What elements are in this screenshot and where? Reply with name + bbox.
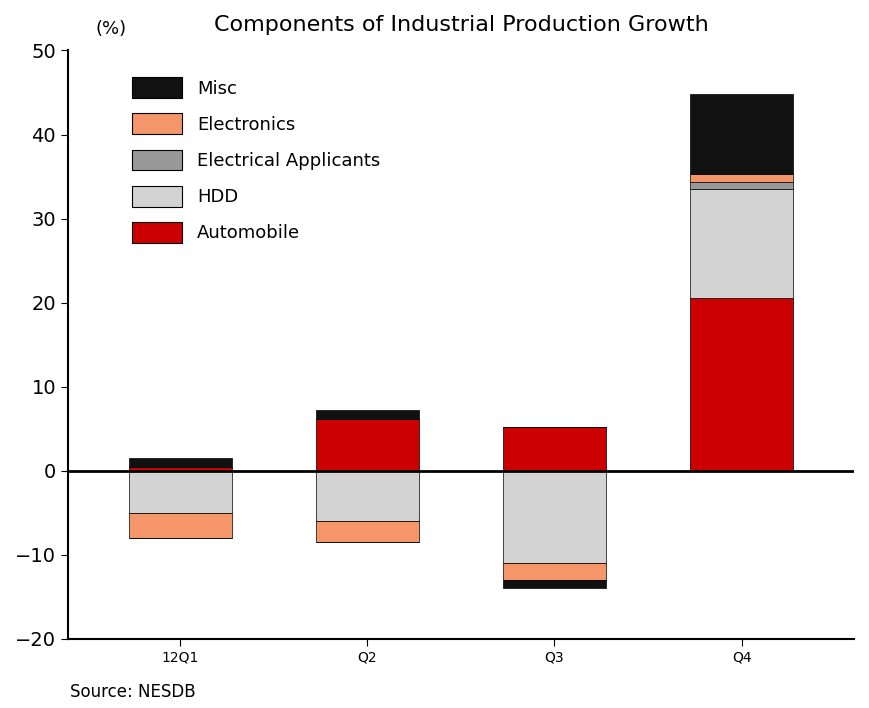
Legend: Misc, Electronics, Electrical Applicants, HDD, Automobile: Misc, Electronics, Electrical Applicants… [132, 77, 380, 243]
Bar [129, 467, 232, 471]
Bar [129, 471, 232, 513]
Text: Source: NESDB: Source: NESDB [70, 683, 196, 701]
Bar [690, 189, 793, 299]
Bar [690, 183, 793, 189]
Bar [315, 521, 419, 542]
Bar [129, 513, 232, 538]
Title: Components of Industrial Production Growth: Components of Industrial Production Grow… [214, 15, 708, 35]
Bar [503, 427, 606, 471]
Bar [129, 458, 232, 467]
Bar [315, 410, 419, 418]
Bar [315, 471, 419, 521]
Bar [503, 564, 606, 580]
Bar [690, 94, 793, 174]
Bar [690, 174, 793, 183]
Bar [503, 471, 606, 564]
Bar [503, 580, 606, 588]
Bar [690, 299, 793, 471]
Text: (%): (%) [96, 20, 127, 38]
Bar [315, 418, 419, 471]
